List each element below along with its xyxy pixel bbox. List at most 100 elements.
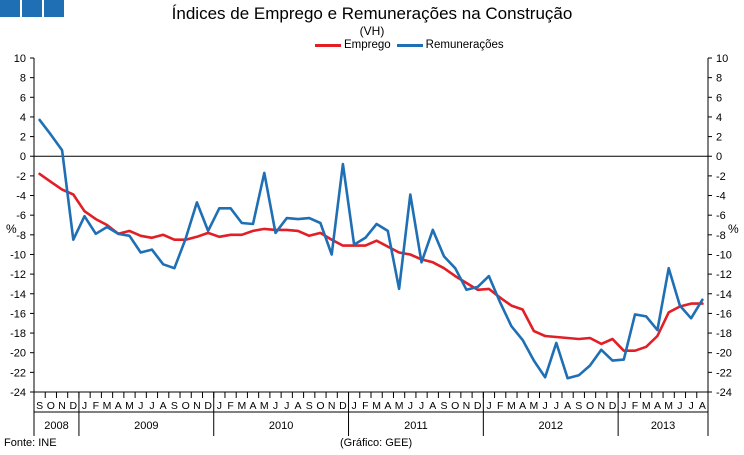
x-tick-label-month: A	[160, 400, 167, 412]
legend-swatch-remuneracoes	[396, 43, 423, 47]
y-tick-label-left: -20	[10, 348, 26, 360]
x-tick-label-month: A	[429, 400, 436, 412]
x-tick-label-month: M	[125, 400, 134, 412]
y-tick-label-right: 4	[716, 112, 722, 124]
y-tick-label-left: 10	[14, 53, 26, 65]
x-tick-label-month: J	[419, 400, 424, 412]
logo-square	[44, 0, 64, 17]
legend-label-emprego: Emprego	[344, 39, 391, 51]
x-tick-label-month: M	[507, 400, 516, 412]
y-tick-label-left: 6	[20, 92, 26, 104]
chart-title: Índices de Emprego e Remunerações na Con…	[171, 4, 573, 23]
x-tick-label-month: A	[384, 400, 391, 412]
y-tick-label-left: -24	[10, 387, 26, 399]
x-tick-label-month: J	[554, 400, 559, 412]
chart-legend: Emprego Remunerações	[315, 39, 510, 51]
x-tick-label-month: M	[530, 400, 539, 412]
y-tick-label-left: -14	[10, 289, 26, 301]
x-tick-label-month: S	[36, 400, 43, 412]
y-axis-label-left: %	[6, 222, 17, 236]
x-tick-label-month: J	[82, 400, 87, 412]
logo-square	[0, 0, 20, 17]
y-tick-label-left: -6	[16, 210, 26, 222]
x-tick-label-month: J	[284, 400, 289, 412]
y-tick-label-right: -6	[716, 210, 726, 222]
x-tick-label-month: A	[294, 400, 301, 412]
x-tick-label-month: O	[182, 400, 190, 412]
chart-subtitle: (VH)	[359, 24, 385, 38]
y-tick-label-left: -16	[10, 308, 26, 320]
x-tick-label-month: A	[115, 400, 122, 412]
x-tick-label-month: M	[372, 400, 381, 412]
x-tick-label-month: D	[339, 400, 347, 412]
y-tick-label-right: -12	[716, 269, 732, 281]
x-tick-label-month: F	[497, 400, 503, 412]
x-tick-label-month: N	[193, 400, 201, 412]
y-tick-label-right: -4	[716, 191, 726, 203]
x-tick-label-month: A	[564, 400, 571, 412]
y-tick-label-right: 6	[716, 92, 722, 104]
credit-note: (Gráfico: GEE)	[340, 437, 413, 449]
x-tick-label-month: M	[642, 400, 651, 412]
y-tick-label-left: -18	[10, 328, 26, 340]
x-tick-label-month: A	[519, 400, 526, 412]
x-tick-label-month: J	[689, 400, 694, 412]
x-year-label: 2008	[44, 420, 68, 432]
y-tick-label-right: -20	[716, 348, 732, 360]
y-tick-label-left: -4	[16, 191, 26, 203]
x-tick-label-month: A	[699, 400, 706, 412]
y-tick-label-right: -24	[716, 387, 732, 399]
x-tick-label-month: J	[408, 400, 413, 412]
x-tick-label-month: M	[664, 400, 673, 412]
series-line-emprego	[38, 172, 704, 353]
source-note: Fonte: INE	[4, 437, 57, 449]
y-tick-label-right: -2	[716, 171, 726, 183]
x-tick-label-month: O	[451, 400, 459, 412]
brand-logo	[0, 0, 70, 18]
x-tick-label-month: O	[586, 400, 594, 412]
x-tick-label-month: J	[486, 400, 491, 412]
y-tick-label-right: -22	[716, 367, 732, 379]
y-tick-label-right: 0	[716, 151, 722, 163]
legend-item-emprego: Emprego	[315, 39, 391, 51]
y-tick-label-left: -22	[10, 367, 26, 379]
x-year-label: 2010	[269, 420, 293, 432]
x-tick-label-month: J	[352, 400, 357, 412]
y-tick-label-right: -18	[716, 328, 732, 340]
series-line-remuneracoes	[38, 118, 704, 380]
x-tick-label-month: J	[217, 400, 222, 412]
y-tick-label-left: -2	[16, 171, 26, 183]
x-tick-label-month: J	[677, 400, 682, 412]
x-year-label: 2013	[651, 420, 675, 432]
x-tick-label-month: M	[260, 400, 269, 412]
x-tick-label-month: A	[250, 400, 257, 412]
y-tick-label-left: 2	[20, 132, 26, 144]
x-tick-label-month: F	[362, 400, 368, 412]
x-tick-label-month: D	[204, 400, 212, 412]
y-tick-label-right: -10	[716, 249, 732, 261]
x-tick-label-month: J	[273, 400, 278, 412]
x-tick-label-month: F	[632, 400, 638, 412]
x-tick-label-month: D	[70, 400, 78, 412]
x-tick-label-month: O	[47, 400, 55, 412]
x-tick-label-month: S	[575, 400, 582, 412]
x-tick-label-month: M	[237, 400, 246, 412]
x-tick-label-month: O	[316, 400, 324, 412]
x-tick-label-month: S	[441, 400, 448, 412]
x-year-label: 2012	[538, 420, 562, 432]
y-tick-label-right: -16	[716, 308, 732, 320]
x-tick-label-month: N	[328, 400, 336, 412]
x-tick-label-month: S	[171, 400, 178, 412]
y-tick-label-right: 10	[716, 53, 728, 65]
y-tick-label-right: 8	[716, 73, 722, 85]
y-tick-label-left: 4	[20, 112, 26, 124]
legend-swatch-emprego	[315, 43, 341, 47]
x-tick-label-month: J	[138, 400, 143, 412]
x-tick-label-month: M	[103, 400, 112, 412]
x-tick-label-month: A	[654, 400, 661, 412]
x-tick-label-month: N	[597, 400, 605, 412]
x-tick-label-month: J	[542, 400, 547, 412]
y-tick-label-left: -10	[10, 249, 26, 261]
x-tick-label-month: M	[395, 400, 404, 412]
